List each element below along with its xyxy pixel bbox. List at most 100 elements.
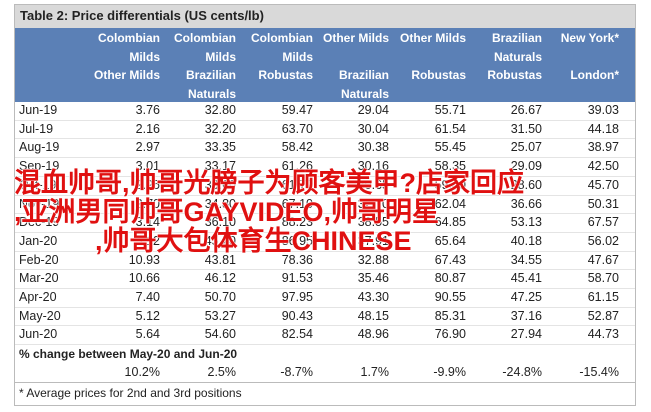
cell: 88.23 (281, 215, 313, 230)
cell: 27.94 (510, 327, 542, 342)
cell: 76.90 (434, 327, 466, 342)
row-line (15, 138, 635, 140)
cell: 44.18 (587, 121, 619, 136)
cell: 67.10 (281, 196, 313, 211)
header-cell: Other Milds (93, 68, 160, 82)
row-line (15, 194, 635, 196)
header-cell: New York* (560, 31, 619, 45)
cell: 45.70 (587, 177, 619, 192)
header-cell: Other Milds (399, 31, 466, 45)
cell: 5.64 (135, 327, 160, 342)
cell: 62.04 (434, 196, 466, 211)
row-label: May-20 (19, 308, 61, 323)
row-label: Jan-20 (19, 233, 58, 248)
cell: 28.60 (510, 177, 542, 192)
cell: 32.20 (204, 121, 236, 136)
overlay-text: ,帅哥大包体育生CHINESE (95, 226, 413, 257)
cell: 52.87 (587, 308, 619, 323)
row-line (15, 250, 635, 252)
cell: 90.43 (281, 308, 313, 323)
cell: 59.47 (281, 103, 313, 117)
cell: 53.13 (510, 215, 542, 230)
cell: 82.54 (281, 327, 313, 342)
cell: 85.31 (434, 308, 466, 323)
row-label: Aug-19 (19, 140, 60, 155)
cell: 25.07 (510, 140, 542, 155)
change-cell: 2.5% (207, 365, 237, 380)
header-cell: Brazilian (338, 68, 389, 82)
cell: 37.16 (510, 308, 542, 323)
row-line (15, 213, 635, 215)
change-cell: -9.9% (433, 365, 466, 380)
header-cell: Robustas (258, 68, 313, 82)
cell: 2.16 (135, 121, 160, 136)
cell: 35.46 (357, 271, 389, 286)
row-label: Apr-20 (19, 290, 57, 304)
cell: 55.45 (434, 140, 466, 155)
row-label: Oct-19 (19, 177, 57, 192)
overlay-text: ,亚洲男同帅哥GAYVIDEO,帅哥明星 (13, 197, 440, 228)
cell: 33.35 (204, 140, 236, 155)
header-cell: Brazilian (491, 31, 542, 45)
row-label: Mar-20 (19, 271, 59, 286)
cell: 26.67 (510, 103, 542, 117)
cell: 48.15 (357, 308, 389, 323)
cell: 38.97 (587, 140, 619, 155)
cell: 7.40 (135, 290, 160, 304)
cell: 36.10 (204, 215, 236, 230)
frame (14, 4, 636, 406)
cell: 2.70 (135, 196, 160, 211)
cell: 50.70 (204, 290, 236, 304)
cell: 3.76 (135, 103, 160, 117)
header-cell: Milds (282, 49, 313, 64)
cell: 39.03 (587, 103, 619, 117)
cell: 91.53 (281, 271, 313, 286)
header-cell: Colombian (98, 31, 160, 45)
row-line (15, 325, 635, 327)
cell: 32.88 (357, 252, 389, 267)
row-label: Feb-20 (19, 252, 59, 267)
row-label: Jun-20 (19, 327, 58, 342)
row-line (15, 306, 635, 308)
row-line (15, 157, 635, 159)
row-line (15, 175, 635, 177)
row-line (15, 288, 635, 289)
cell: 42.50 (587, 159, 619, 174)
cell: 61.26 (281, 159, 313, 174)
title-bar (14, 4, 636, 28)
cell: 43.30 (357, 290, 389, 304)
row-label: Jul-19 (19, 121, 54, 136)
header-cell: London* (570, 68, 619, 82)
cell: 44.73 (587, 327, 619, 342)
change-cell: -24.8% (502, 365, 542, 380)
cell: 50.31 (587, 196, 619, 211)
cell: 33.60 (204, 177, 236, 192)
footnote: * Average prices for 2nd and 3rd positio… (19, 386, 242, 401)
cell: 64.85 (434, 215, 466, 230)
row-label: Nov-19 (19, 196, 60, 211)
cell: 37.91 (357, 233, 389, 248)
cell: 67.43 (434, 252, 466, 267)
cell: 48.96 (357, 327, 389, 342)
header-cell: Naturals (340, 86, 389, 101)
change-cell: -15.4% (579, 365, 619, 380)
cell: 10.66 (128, 271, 160, 286)
cell: 86.95 (281, 233, 313, 248)
cell: 31.50 (510, 121, 542, 136)
cell: 61.70 (281, 177, 313, 192)
header-cell: Naturals (187, 86, 236, 101)
cell: 58.70 (587, 271, 619, 286)
cell: 5.12 (135, 308, 160, 323)
cell: 61.15 (587, 290, 619, 304)
cell: 33.17 (204, 159, 236, 174)
cell: 29.04 (357, 103, 389, 117)
header-cell: Milds (205, 49, 236, 64)
overlay-text: 混血帅哥,帅哥光膀子为顾客美甲?店家回应 (14, 168, 525, 199)
cell: 58.35 (434, 159, 466, 174)
row-line (15, 119, 635, 121)
row-label: Jun-19 (19, 103, 58, 117)
cell: 45.41 (510, 271, 542, 286)
row-line (15, 344, 635, 346)
cell: 55.71 (434, 103, 466, 117)
